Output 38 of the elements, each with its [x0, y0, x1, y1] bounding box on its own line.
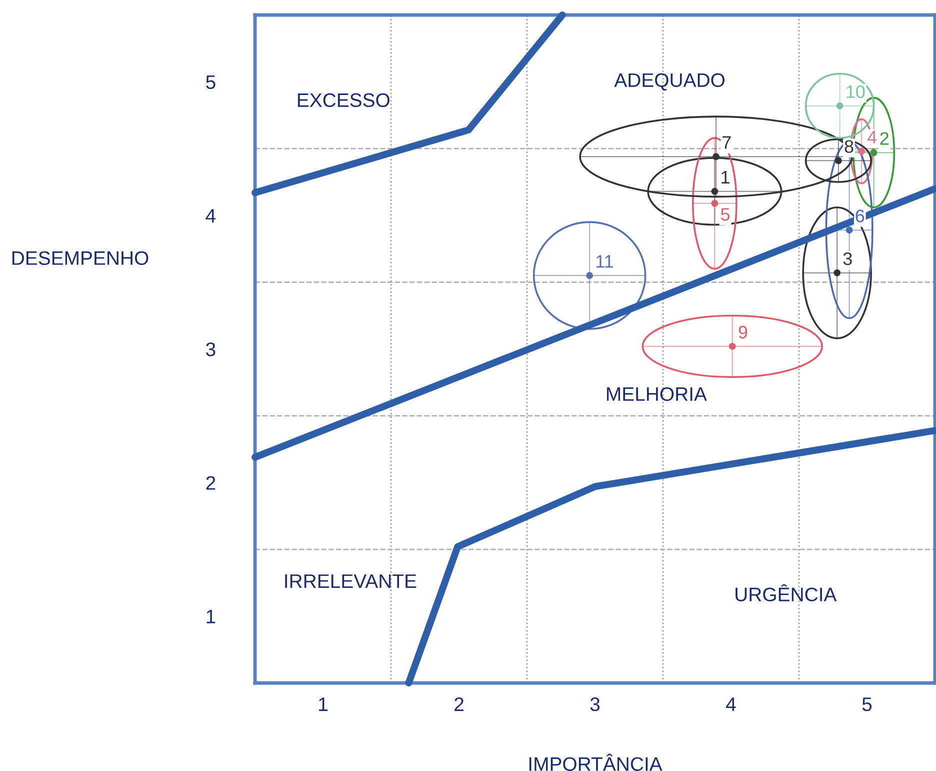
annotation: EXCESSO — [298, 93, 390, 108]
y-tick-label: 2 — [206, 476, 216, 490]
series-label: 10 — [846, 85, 865, 98]
y-tick-label: 1 — [206, 610, 216, 624]
y-tick-label: 4 — [206, 209, 216, 222]
series-label: 9 — [738, 326, 748, 339]
point — [834, 269, 841, 276]
x-tick-label: 1 — [319, 698, 328, 711]
point — [711, 188, 718, 195]
y-axis-title: DESEMPENHO — [12, 251, 148, 265]
point — [532, 221, 646, 330]
series-label: 5 — [720, 208, 730, 221]
annotation: URGÊNCIA — [736, 584, 837, 602]
point — [711, 200, 718, 207]
series-label: 6 — [856, 210, 864, 222]
series-label: 1 — [722, 171, 730, 184]
point — [870, 149, 878, 156]
y-tick-label: 5 — [206, 75, 216, 90]
x-tick-label: 2 — [454, 697, 464, 711]
x-tick-label: 4 — [726, 698, 736, 711]
series-label: 8 — [844, 140, 854, 153]
point — [846, 226, 853, 234]
annotation: IRRELEVANTE — [285, 574, 416, 588]
x-axis-title: IMPORTÂNCIA — [529, 754, 662, 771]
point — [712, 153, 720, 160]
series-label: 7 — [722, 136, 731, 149]
annotation: MELHORIA — [607, 387, 707, 401]
point — [858, 148, 866, 155]
series-label: 11 — [596, 255, 613, 268]
x-tick-label: 5 — [862, 698, 872, 712]
y-tick-label: 3 — [206, 342, 216, 356]
annotation: ADEQUADO — [614, 73, 725, 90]
series-label: 2 — [880, 132, 888, 145]
series-label: 4 — [868, 130, 877, 144]
point — [728, 342, 736, 350]
x-tick-label: 3 — [590, 697, 600, 712]
series-label: 3 — [843, 252, 852, 266]
point — [834, 157, 842, 164]
